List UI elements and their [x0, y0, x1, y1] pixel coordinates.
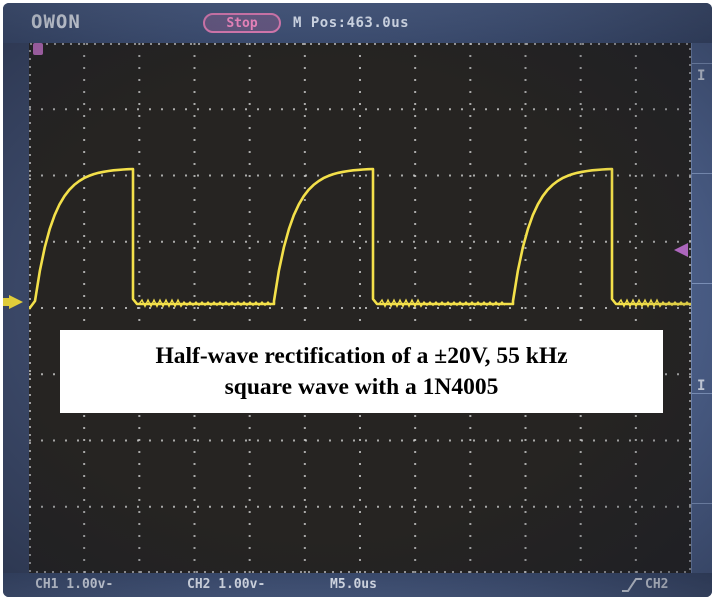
ch1-waveform-noise: [138, 298, 691, 309]
bottom-status-bar: CH1 1.00v- CH2 1.00v- M5.0us CH2: [3, 573, 712, 597]
trigger-position-marker-icon: [33, 43, 43, 55]
timebase-readout: M5.0us: [330, 577, 377, 592]
rising-edge-icon: [622, 578, 642, 592]
trigger-level-marker-icon: [674, 243, 688, 257]
run-stop-badge: Stop: [203, 13, 281, 33]
ch1-ground-marker-icon: [9, 295, 23, 309]
soft-menu-label[interactable]: I: [697, 68, 706, 84]
soft-menu-divider: [692, 503, 712, 504]
soft-menu-label[interactable]: I: [697, 378, 706, 394]
ch1-scale-readout: CH1 1.00v-: [35, 577, 114, 592]
caption-line-2: square wave with a 1N4005: [224, 373, 499, 400]
soft-menu-panel: I I: [691, 43, 712, 573]
soft-menu-divider: [692, 283, 712, 284]
caption-box: Half-wave rectification of a ±20V, 55 kH…: [60, 330, 663, 413]
ch1-marker-stub: [3, 298, 13, 306]
ch1-waveform-trace: [29, 167, 691, 310]
soft-menu-divider: [692, 393, 712, 394]
oscilloscope-screen: OWON Stop M Pos:463.0us I I CH1 1.00v- C…: [3, 3, 712, 597]
ch2-scale-readout: CH2 1.00v-: [187, 577, 266, 592]
waveform-display: [29, 43, 691, 573]
top-status-bar: OWON Stop M Pos:463.0us: [3, 3, 712, 43]
caption-line-1: Half-wave rectification of a ±20V, 55 kH…: [155, 342, 568, 369]
brand-logo: OWON: [31, 11, 81, 33]
waveform-canvas: [29, 43, 691, 573]
trigger-source-readout: CH2: [645, 577, 669, 592]
soft-menu-divider: [692, 63, 712, 64]
graticule-grid: [29, 43, 691, 573]
horizontal-position-readout: M Pos:463.0us: [293, 15, 410, 31]
soft-menu-divider: [692, 173, 712, 174]
